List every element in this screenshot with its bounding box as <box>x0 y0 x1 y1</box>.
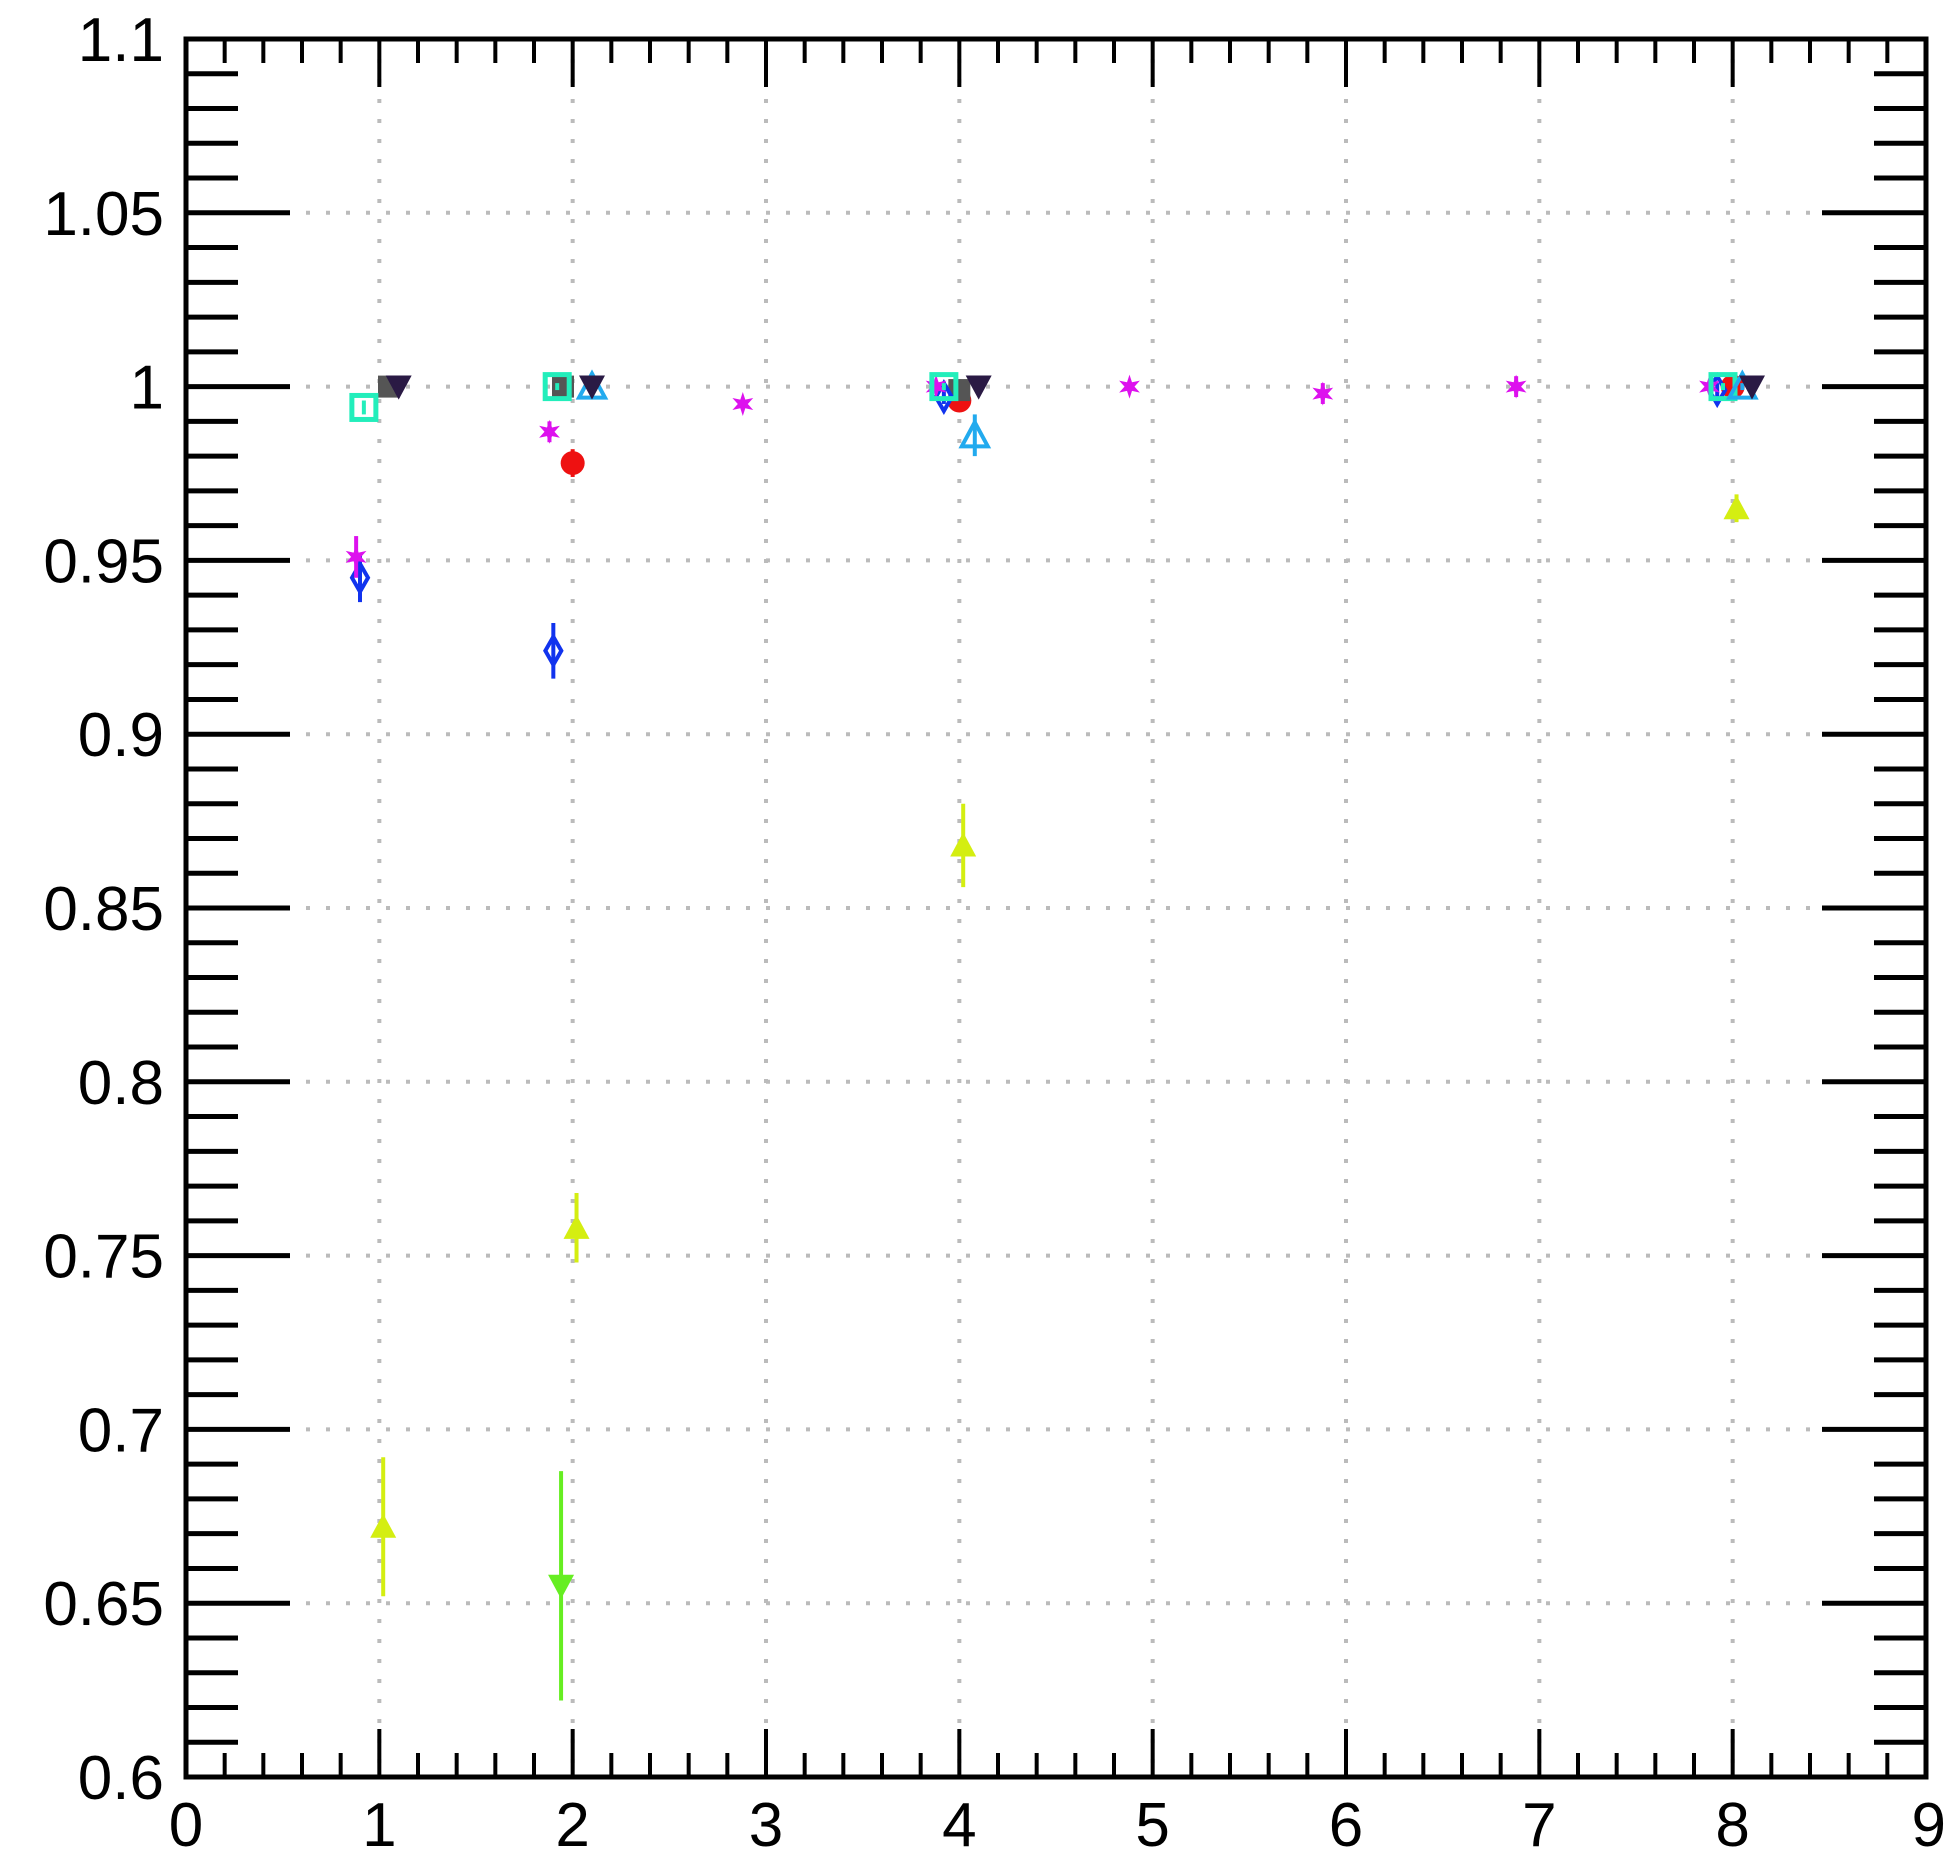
marker-star <box>345 544 367 569</box>
y-tick-label: 0.9 <box>78 701 164 770</box>
data-point <box>732 392 754 416</box>
data-series <box>349 372 1728 679</box>
data-point <box>1723 494 1750 523</box>
marker-diamond-open <box>543 632 564 669</box>
data-point <box>950 803 977 888</box>
data-point <box>925 374 947 399</box>
data-point <box>1119 374 1140 399</box>
data-point <box>542 372 572 402</box>
y-tick-label: 0.7 <box>78 1396 164 1465</box>
data-point <box>1312 381 1334 406</box>
data-series <box>548 1471 575 1701</box>
y-tick-label: 0.6 <box>78 1744 164 1813</box>
y-tick-label: 1.1 <box>78 6 164 75</box>
marker-triangle-down <box>1739 375 1765 400</box>
y-tick-label: 1 <box>130 354 164 423</box>
data-point <box>965 375 992 400</box>
y-tick-label: 0.8 <box>78 1049 164 1118</box>
data-point <box>563 1193 590 1263</box>
data-point <box>1739 375 1765 400</box>
data-point <box>385 375 412 400</box>
y-tick-label: 0.85 <box>43 875 164 944</box>
data-series <box>385 375 1765 400</box>
data-point <box>349 392 379 422</box>
x-tick-label: 5 <box>1135 1791 1169 1856</box>
tick-labels: 0.6 0.65 0.7 0.75 0.8 0.85 0.9 0.95 1 1.05 1.1 0 1 2 3… <box>43 6 1946 1860</box>
marker-triangle-down <box>965 375 992 400</box>
y-tick-label: 0.65 <box>43 1570 164 1639</box>
marker-star <box>1505 374 1527 399</box>
marker-triangle-down <box>385 375 412 400</box>
data-point <box>560 449 585 477</box>
x-tick-label: 8 <box>1715 1791 1749 1856</box>
data-point <box>539 419 560 444</box>
x-tick-label: 3 <box>749 1791 783 1856</box>
marker-star <box>925 374 947 399</box>
marker-circle <box>560 451 585 476</box>
marker-star <box>539 419 560 444</box>
marker-triangle-up <box>950 832 977 857</box>
marker-square-open <box>929 372 959 402</box>
plot-frame <box>183 36 1929 1780</box>
y-tick-label: 0.75 <box>43 1223 164 1292</box>
x-tick-label: 7 <box>1522 1791 1556 1856</box>
y-tick-label: 1.05 <box>43 180 164 249</box>
plot-area-border <box>183 36 1929 1780</box>
marker-triangle-down <box>579 375 605 400</box>
x-tick-label: 1 <box>362 1791 396 1856</box>
marker-star <box>1312 381 1334 406</box>
marker-triangle-up <box>1723 495 1750 520</box>
marker-star <box>732 392 754 416</box>
x-tick-label: 0 <box>169 1791 203 1856</box>
x-tick-label: 2 <box>555 1791 589 1856</box>
marker-star <box>1119 374 1140 399</box>
x-tick-label: 6 <box>1329 1791 1363 1856</box>
marker-triangle-up <box>370 1513 397 1538</box>
data-point <box>345 536 367 578</box>
data-point <box>958 414 992 457</box>
marker-triangle-up <box>563 1214 590 1239</box>
x-tick-label: 4 <box>942 1791 976 1856</box>
data-points <box>345 369 1765 1701</box>
axis-ticks <box>184 36 1928 1780</box>
data-point <box>929 372 959 402</box>
data-point <box>543 622 564 679</box>
marker-diamond-open <box>933 378 955 416</box>
data-point <box>1505 374 1527 399</box>
marker-square-open <box>542 372 572 402</box>
x-tick-label: 9 <box>1912 1791 1946 1856</box>
marker-triangle-down <box>548 1574 575 1599</box>
marker-triangle-up-open <box>958 418 992 449</box>
data-point <box>579 375 605 400</box>
y-tick-label: 0.95 <box>43 527 164 596</box>
data-point <box>370 1457 397 1597</box>
data-series <box>370 494 1750 1597</box>
grid <box>186 39 1926 1777</box>
data-point <box>548 1471 575 1701</box>
marker-square-open <box>349 392 379 422</box>
data-series <box>345 374 1720 578</box>
